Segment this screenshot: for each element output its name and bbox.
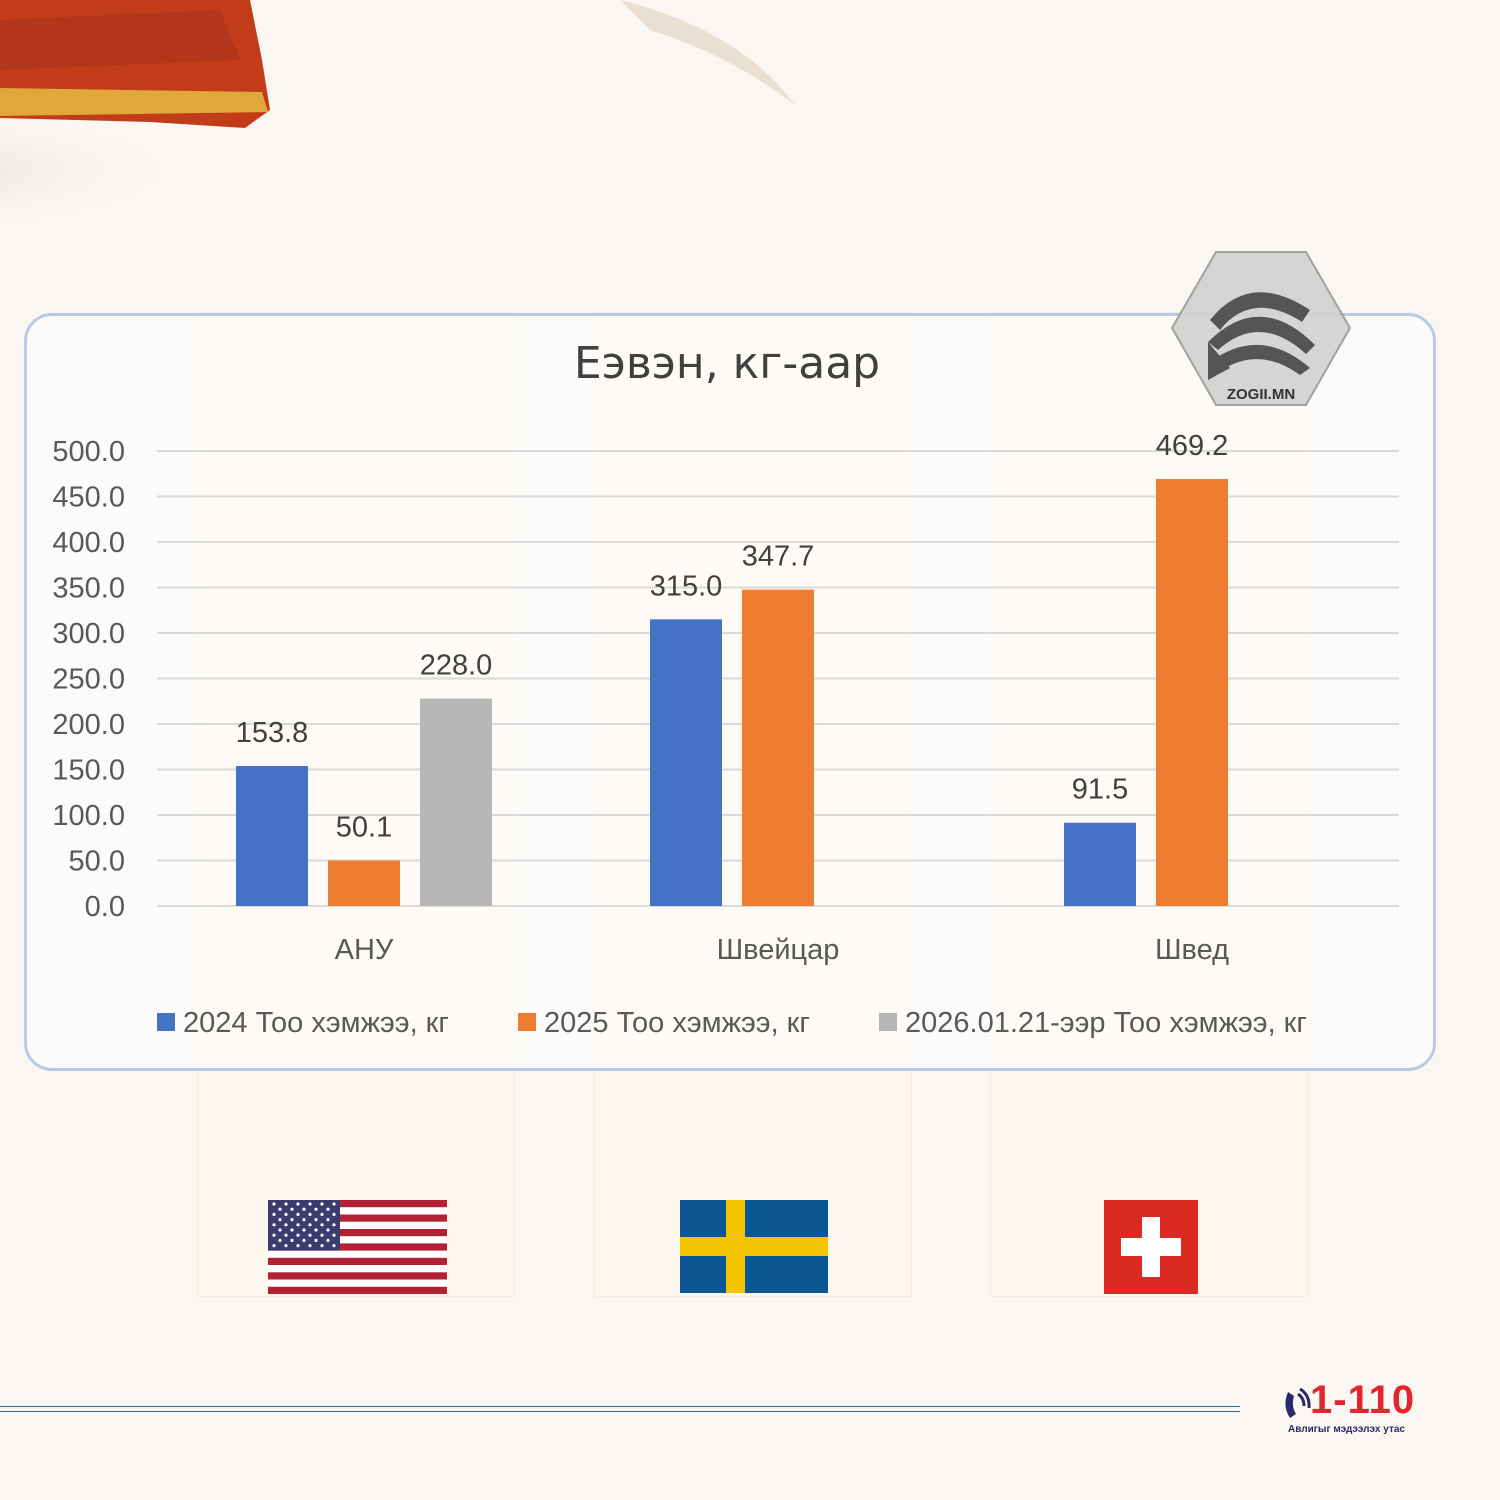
flag-star [290, 1238, 294, 1242]
bar [650, 619, 722, 906]
flag-star [320, 1212, 324, 1216]
bar [420, 698, 492, 906]
data-label: 153.8 [236, 717, 309, 749]
flag-star [308, 1233, 312, 1237]
bar-chart: Еэвэн, кг-аар 0.0 50.0 100.0 150.0 200.0 250.… [52, 338, 1399, 1039]
x-category-label: Швейцар [717, 934, 840, 966]
data-label: 50.1 [336, 811, 392, 843]
flag-star [302, 1228, 306, 1232]
y-tick-label: 450.0 [52, 482, 125, 514]
flag-star [308, 1212, 312, 1216]
zogii-logo-icon: ZOGII.MN [1170, 251, 1352, 406]
flag-star [302, 1218, 306, 1222]
legend-label: 2025 Тоо хэмжээ, кг [544, 1007, 810, 1039]
y-tick-label: 50.0 [69, 846, 125, 878]
y-tick-label: 250.0 [52, 664, 125, 696]
bar [236, 766, 308, 906]
flag-star [308, 1244, 312, 1248]
footer-divider [0, 1406, 1240, 1412]
bar [328, 860, 400, 906]
flag-star [272, 1244, 276, 1248]
legend-label: 2024 Тоо хэмжээ, кг [183, 1007, 449, 1039]
flag-star [314, 1228, 318, 1232]
bar [1064, 822, 1136, 906]
flag-star [332, 1202, 336, 1206]
flag-star [320, 1202, 324, 1206]
flag-star [284, 1223, 288, 1227]
chart-title: Еэвэн, кг-аар [574, 338, 880, 389]
chart-card: Еэвэн, кг-аар 0.0 50.0 100.0 150.0 200.0 250.… [24, 313, 1436, 1071]
decorative-ornament [0, 0, 795, 230]
flag-star [290, 1228, 294, 1232]
legend-swatch [879, 1013, 897, 1031]
flag-star [320, 1244, 324, 1248]
flag-star [332, 1223, 336, 1227]
data-label: 91.5 [1072, 774, 1128, 806]
bar [1156, 479, 1228, 906]
y-tick-label: 500.0 [52, 436, 125, 468]
flag-star [320, 1233, 324, 1237]
y-tick-label: 300.0 [52, 618, 125, 650]
flag-star [314, 1218, 318, 1222]
flag-star [272, 1223, 276, 1227]
flag-star [278, 1218, 282, 1222]
hotline-number: 1-110 [1310, 1378, 1416, 1422]
flag-star [284, 1233, 288, 1237]
data-label: 347.7 [742, 541, 815, 573]
hotline-badge: 1-110 Авлигыг мэдээлэх утас [1282, 1378, 1427, 1440]
flag-star [326, 1218, 330, 1222]
legend-swatch [157, 1013, 175, 1031]
data-label: 228.0 [420, 650, 493, 682]
flag-star [284, 1244, 288, 1248]
y-tick-label: 350.0 [52, 573, 125, 605]
flag-star [326, 1207, 330, 1211]
us-flag-icon [268, 1200, 447, 1294]
phone-icon [1285, 1388, 1311, 1418]
flag-star [320, 1223, 324, 1227]
flag-star [332, 1212, 336, 1216]
legend-label: 2026.01.21-ээр Тоо хэмжээ, кг [905, 1007, 1307, 1039]
flag-star [272, 1212, 276, 1216]
flag-star [314, 1238, 318, 1242]
flag-star [296, 1212, 300, 1216]
flag-star [296, 1202, 300, 1206]
flag-star [272, 1202, 276, 1206]
y-tick-label: 400.0 [52, 527, 125, 559]
y-tick-label: 100.0 [52, 800, 125, 832]
x-category-label: АНУ [335, 934, 394, 966]
y-tick-label: 150.0 [52, 755, 125, 787]
flag-star [332, 1233, 336, 1237]
flag-star [308, 1202, 312, 1206]
flag-star [272, 1233, 276, 1237]
sweden-flag-icon [680, 1200, 828, 1293]
flag-star [284, 1212, 288, 1216]
flag-star [332, 1244, 336, 1248]
flag-star [296, 1223, 300, 1227]
flag-star [278, 1207, 282, 1211]
flag-star [302, 1238, 306, 1242]
flag-star [278, 1238, 282, 1242]
data-label: 469.2 [1156, 430, 1229, 462]
flag-star [296, 1233, 300, 1237]
flag-star [314, 1207, 318, 1211]
flag-star [290, 1207, 294, 1211]
flag-star [326, 1238, 330, 1242]
flag-star [284, 1202, 288, 1206]
x-category-label: Швед [1155, 934, 1229, 966]
flag-star [296, 1244, 300, 1248]
y-tick-label: 0.0 [85, 891, 125, 923]
switzerland-flag-icon [1104, 1200, 1198, 1294]
y-tick-label: 200.0 [52, 709, 125, 741]
flag-star [278, 1228, 282, 1232]
flag-star [302, 1207, 306, 1211]
legend-swatch [518, 1013, 536, 1031]
flag-star [290, 1218, 294, 1222]
data-label: 315.0 [650, 570, 723, 602]
hotline-subtitle: Авлигыг мэдээлэх утас [1288, 1424, 1405, 1435]
logo-text: ZOGII.MN [1227, 386, 1295, 403]
flag-star [326, 1228, 330, 1232]
bar [742, 589, 814, 906]
flag-star [308, 1223, 312, 1227]
